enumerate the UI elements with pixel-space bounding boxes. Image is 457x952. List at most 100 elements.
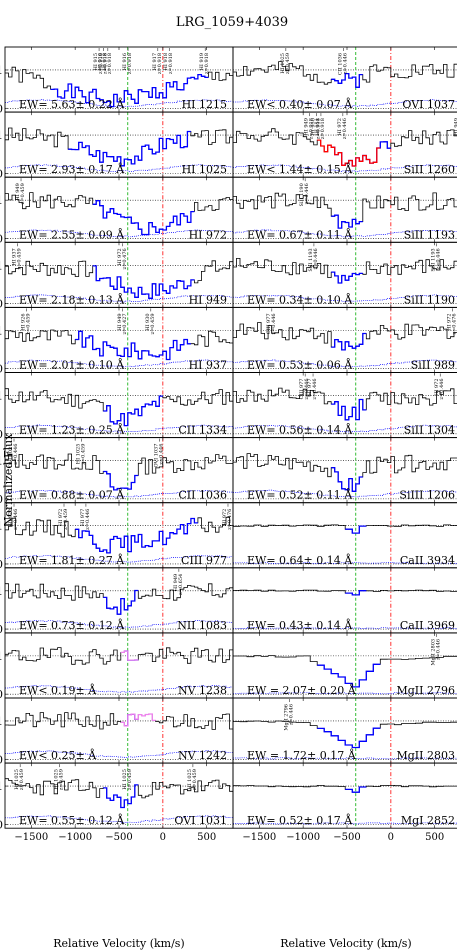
y-tick-label: 0 [0, 688, 3, 701]
line-id-label: z=0.918 [316, 118, 322, 139]
ion-label: CII 1334 [178, 424, 227, 437]
panel-nii-1083: 0 1 EW= 0.73± 0.12 Å NII 1083 [0, 567, 234, 636]
line-id-label: z=0.446 [342, 118, 348, 139]
panel-ovi-1031: 0 1 −1500 −1000 −500 0 500 EW= 0.55± 0.12 Å OVI … [0, 762, 234, 843]
ion-label: OVI 1037 [402, 98, 455, 111]
line-id-label: HI 915 [93, 53, 99, 70]
spectrum-trace [233, 589, 457, 596]
fit-region-trace [331, 72, 363, 88]
line-id-label: z=0.918 [320, 118, 326, 139]
line-id-label: z=0.918 [157, 53, 163, 74]
x-tick-label: −1500 [242, 832, 276, 843]
line-id-label: z=0.446 [13, 509, 19, 530]
line-id-label: HI 949 [117, 313, 123, 330]
y-tick-label: 0 [0, 363, 3, 376]
error-trace [233, 164, 457, 173]
panel-hi-937: 0 1 EW= 2.01± 0.10 Å HI 937 [0, 306, 234, 376]
line-id-label: HI 949 [454, 118, 457, 135]
equivalent-width-label: EW= 1.81± 0.27 Å [19, 553, 125, 567]
equivalent-width-label: EW= 0.52± 0.11 Å [247, 488, 353, 502]
x-axis-label-left: Relative Velocity (km/s) [53, 937, 184, 950]
fit-region-trace [75, 517, 198, 554]
error-trace [233, 627, 457, 629]
line-id-label: z=0.459 [25, 313, 31, 334]
line-id-label: HI 949 [173, 574, 179, 591]
y-tick-label: 1 [0, 129, 3, 142]
line-id-label: HI 1025 [14, 769, 20, 790]
equivalent-width-label: EW< 0.40± 0.07 Å [247, 97, 353, 111]
error-trace [5, 554, 234, 563]
y-tick-label: 0 [0, 493, 3, 506]
ion-label: OVI 1031 [174, 814, 227, 827]
line-id-label: z=0.446 [343, 53, 349, 74]
spectrum-trace [5, 778, 234, 808]
fit-region-trace [317, 727, 381, 749]
y-tick-label: 0 [0, 818, 3, 831]
error-trace [233, 359, 457, 367]
equivalent-width-label: EW= 2.01± 0.10 Å [19, 358, 125, 372]
line-id-label: z=0.918 [107, 53, 113, 74]
equivalent-width-label: EW= 2.93± 0.17 Å [19, 162, 125, 176]
error-trace [5, 99, 234, 108]
line-id-label: z=0.459 [192, 769, 198, 790]
fit-region-trace [345, 786, 367, 793]
ion-label: HI 972 [189, 228, 227, 241]
y-tick-label: 1 [0, 64, 3, 77]
error-trace [5, 685, 234, 693]
line-id-label: z=0.476 [122, 248, 128, 269]
error-trace [233, 692, 457, 695]
x-tick-label: −1000 [58, 832, 92, 843]
fit-region-trace [345, 590, 367, 596]
line-id-label: z=0.446 [13, 444, 19, 465]
line-id-label: CIII 977 [266, 313, 272, 334]
y-tick-label: 0 [0, 167, 3, 180]
line-id-label: HI 1025 [122, 769, 128, 790]
contaminated-region-trace [317, 139, 381, 167]
ion-label: SiII 989 [411, 359, 455, 372]
error-trace [233, 489, 457, 498]
line-id-label: z=0.446 [304, 379, 310, 400]
line-id-label: HI 919 [199, 53, 205, 70]
ion-label: SiII 1193 [404, 228, 455, 241]
y-tick-label: 0 [0, 232, 3, 245]
y-tick-label: 1 [0, 585, 3, 598]
ion-label: SiIII 1206 [399, 489, 455, 502]
line-id-label: HI 918 [102, 53, 108, 70]
line-id-label: z=0.918 [309, 118, 315, 139]
error-trace [233, 562, 457, 564]
fit-region-trace [124, 650, 139, 661]
line-id-label: z=0.446 [304, 183, 310, 204]
fit-region-trace [331, 467, 363, 492]
line-id-label: HI 1025 [54, 769, 60, 790]
equivalent-width-label: EW= 0.67± 0.11 Å [247, 227, 353, 241]
ion-label: MgI 2852 [401, 814, 455, 827]
line-id-label: z=0.459 [17, 248, 23, 269]
ion-label: SiII 1190 [404, 293, 455, 306]
line-id-label: HI 972 [8, 509, 14, 526]
line-id-label: HI 1025 [76, 444, 82, 465]
panel-nv-1242: 0 1 EW< 0.25± Å NV 1242 [0, 697, 234, 766]
error-trace [233, 99, 457, 108]
panel-mgi-2852: −1500 −1000 −500 0 500 EW= 0.52± 0.17 Å MgI 28… [232, 762, 457, 843]
error-trace [233, 822, 457, 825]
line-id-label: SiII 1193 [431, 248, 437, 271]
y-tick-label: 1 [0, 259, 3, 272]
error-trace [233, 424, 457, 433]
equivalent-width-label: EW< 1.44± 0.15 Å [247, 162, 353, 176]
line-id-label: z=0.918 [168, 53, 174, 74]
ion-label: HI 1025 [182, 163, 227, 176]
spectrum-trace [5, 712, 234, 730]
line-id-label: HI 951 [315, 118, 321, 135]
line-id-label: z=0.446 [312, 379, 318, 400]
panel-cii-1036: 0 1 EW= 0.88± 0.07 Å CII 1036 [0, 437, 234, 506]
line-id-label: HI 1025 [187, 769, 193, 790]
line-id-label: MgII 2796 [283, 704, 289, 731]
line-id-label: z=0.459 [150, 313, 156, 334]
panel-siii-1193: EW= 0.67± 0.11 Å SiII 1193 [232, 176, 457, 243]
fit-region-trace [331, 271, 363, 284]
ion-label: CIII 977 [181, 554, 227, 567]
equivalent-width-label: EW= 0.64± 0.14 Å [247, 553, 353, 567]
panel-hi-972: 0 1 EW= 2.55± 0.09 Å HI 972 [0, 176, 234, 245]
line-id-label: OVI 1031 [8, 444, 14, 468]
spectrum-trace [5, 583, 234, 615]
